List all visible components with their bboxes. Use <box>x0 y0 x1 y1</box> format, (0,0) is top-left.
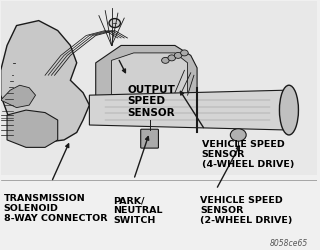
Text: TRANSMISSION
SOLENOID
8-WAY CONNECTOR: TRANSMISSION SOLENOID 8-WAY CONNECTOR <box>4 194 108 223</box>
Polygon shape <box>96 46 197 120</box>
FancyBboxPatch shape <box>141 129 158 148</box>
Polygon shape <box>1 1 317 187</box>
Text: VEHICLE SPEED
SENSOR
(4-WHEEL DRIVE): VEHICLE SPEED SENSOR (4-WHEEL DRIVE) <box>202 140 294 170</box>
Circle shape <box>162 58 169 63</box>
Circle shape <box>109 18 120 28</box>
Circle shape <box>230 129 246 141</box>
Polygon shape <box>1 20 89 142</box>
Polygon shape <box>7 110 58 147</box>
Text: VEHICLE SPEED
SENSOR
(2-WHEEL DRIVE): VEHICLE SPEED SENSOR (2-WHEEL DRIVE) <box>200 196 292 225</box>
Circle shape <box>174 52 182 58</box>
Polygon shape <box>89 90 286 130</box>
Polygon shape <box>1 85 36 108</box>
Text: PARK/
NEUTRAL
SWITCH: PARK/ NEUTRAL SWITCH <box>113 196 163 225</box>
Text: OUTPUT
SPEED
SENSOR: OUTPUT SPEED SENSOR <box>127 85 175 117</box>
Circle shape <box>180 50 188 56</box>
Ellipse shape <box>279 85 299 135</box>
Polygon shape <box>1 175 317 249</box>
Circle shape <box>168 55 176 61</box>
Text: 8058ce65: 8058ce65 <box>270 239 308 248</box>
Polygon shape <box>112 53 188 112</box>
